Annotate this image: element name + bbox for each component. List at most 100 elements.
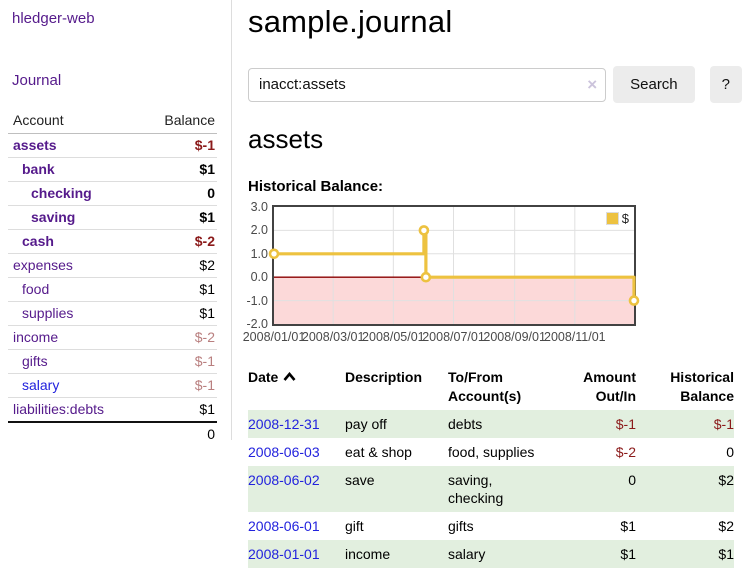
account-balance: $2 xyxy=(139,253,217,278)
transaction-accounts: debts xyxy=(448,416,483,432)
transaction-balance: $2 xyxy=(718,518,734,534)
accounts-total-value: 0 xyxy=(139,421,217,446)
account-balance: $1 xyxy=(139,301,217,326)
page-title: sample.journal xyxy=(248,4,453,39)
transaction-date-link[interactable]: 2008-06-01 xyxy=(248,518,320,534)
account-balance: $-1 xyxy=(139,349,217,374)
chart-canvas xyxy=(268,207,640,324)
y-axis-tick-label: 3.0 xyxy=(250,200,268,214)
transaction-balance: $1 xyxy=(718,546,734,562)
chart-x-axis: 2008/01/01 2008/03/01 2008/05/01 2008/07/01… xyxy=(243,330,634,345)
transaction-balance: $-1 xyxy=(713,416,734,432)
account-balance: $-2 xyxy=(139,325,217,350)
y-axis-tick-label: -2.0 xyxy=(246,317,268,331)
sidebar: hledger-web Journal Account Balance asse… xyxy=(0,0,232,446)
chart-y-axis: 3.0 2.0 1.0 0.0 -1.0 -2.0 xyxy=(244,200,272,331)
account-row: salary $-1 xyxy=(8,373,217,398)
x-axis-tick-label: 2008/03/01 xyxy=(301,330,365,344)
register-table: Date Description To/From Account(s) Amou… xyxy=(248,366,734,568)
chart-plot-area: $ xyxy=(268,205,640,326)
transaction-row: 2008-01-01 income salary $1 $1 xyxy=(248,540,734,568)
transaction-date-link[interactable]: 2008-12-31 xyxy=(248,416,320,432)
account-row: food $1 xyxy=(8,277,217,302)
transaction-amount: $-1 xyxy=(615,416,636,432)
y-axis-tick-label: 1.0 xyxy=(250,246,268,261)
clear-search-icon[interactable]: × xyxy=(587,74,598,94)
chart-section-label: Historical Balance: xyxy=(248,178,384,195)
transaction-row: 2008-12-31 pay off debts $-1 $-1 xyxy=(248,410,734,438)
account-row: assets $-1 xyxy=(8,133,217,158)
account-balance: 0 xyxy=(139,181,217,206)
accounts-total-row: 0 xyxy=(8,421,217,446)
account-link-bank[interactable]: bank xyxy=(22,161,55,177)
help-button[interactable]: ? xyxy=(709,66,742,103)
account-row: income $-2 xyxy=(8,325,217,350)
account-row: bank $1 xyxy=(8,157,217,182)
transaction-amount: 0 xyxy=(628,472,636,488)
y-axis-tick-label: -1.0 xyxy=(246,293,268,308)
account-balance: $1 xyxy=(139,397,217,423)
transaction-balance: $2 xyxy=(718,472,734,488)
chart-legend: $ xyxy=(603,210,631,227)
account-balance: $1 xyxy=(139,157,217,182)
x-axis-tick-label: 2008/05/01 xyxy=(362,330,425,344)
transaction-amount: $1 xyxy=(620,546,636,562)
legend-label: $ xyxy=(621,211,629,226)
y-axis-tick-label: 0.0 xyxy=(250,270,268,285)
x-axis-tick-label: 2008/07/01 xyxy=(422,330,485,344)
transaction-accounts: salary xyxy=(448,546,486,562)
search-button[interactable]: Search xyxy=(613,66,695,103)
transaction-date-link[interactable]: 2008-06-02 xyxy=(248,472,320,488)
transaction-date-link[interactable]: 2008-06-03 xyxy=(248,444,320,460)
account-link-assets[interactable]: assets xyxy=(13,137,57,153)
search-form: × Search ? xyxy=(248,66,742,103)
transaction-amount: $1 xyxy=(620,518,636,534)
account-link-supplies[interactable]: supplies xyxy=(22,305,74,321)
app-brand-link[interactable]: hledger-web xyxy=(12,10,95,27)
main-content: sample.journal × Search ? assets Histori… xyxy=(243,0,742,568)
amount-column-header: Amount Out/In xyxy=(583,369,636,404)
balance-column-header: Balance xyxy=(139,108,217,134)
account-link-gifts[interactable]: gifts xyxy=(22,353,48,369)
search-input[interactable] xyxy=(248,67,607,102)
account-link-salary[interactable]: salary xyxy=(22,377,60,393)
transaction-row: 2008-06-03 eat & shop food, supplies $-2… xyxy=(248,438,734,466)
account-link-checking[interactable]: checking xyxy=(31,185,92,201)
transaction-amount: $-2 xyxy=(615,444,636,460)
transaction-accounts: food, supplies xyxy=(448,444,535,460)
account-row: cash $-2 xyxy=(8,229,217,254)
register-header-row: Date Description To/From Account(s) Amou… xyxy=(248,366,734,410)
sort-asc-icon xyxy=(283,368,296,387)
sidebar-item-journal[interactable]: Journal xyxy=(12,72,62,89)
transaction-date-link[interactable]: 2008-01-01 xyxy=(248,546,320,562)
account-link-saving[interactable]: saving xyxy=(31,209,76,225)
account-link-income[interactable]: income xyxy=(13,329,59,345)
account-row: expenses $2 xyxy=(8,253,217,278)
account-balance: $-2 xyxy=(139,229,217,254)
account-row: liabilities:debts $1 xyxy=(8,397,217,423)
account-link-expenses[interactable]: expenses xyxy=(13,257,73,273)
date-column-header[interactable]: Date xyxy=(248,366,345,410)
x-axis-tick-label: 2008/09/01 xyxy=(483,330,546,344)
y-axis-tick-label: 2.0 xyxy=(250,223,268,238)
historical-balance-chart: 3.0 2.0 1.0 0.0 -1.0 -2.0 $ 2008/01/01 2008/03… xyxy=(243,200,742,345)
transaction-description: gift xyxy=(345,518,364,534)
description-column-header: Description xyxy=(345,369,423,385)
transaction-row: 2008-06-02 save saving, checking 0 $2 xyxy=(248,466,734,512)
x-axis-tick-label: 2008/01/01 xyxy=(242,330,306,344)
account-balance: $1 xyxy=(139,277,217,302)
transaction-description: save xyxy=(345,472,375,488)
transaction-accounts: gifts xyxy=(448,518,474,534)
account-heading: assets xyxy=(248,124,324,154)
account-balance: $-1 xyxy=(139,133,217,158)
account-link-liabilities-debts[interactable]: liabilities:debts xyxy=(13,401,105,417)
account-link-cash[interactable]: cash xyxy=(22,233,54,249)
transaction-balance: 0 xyxy=(726,444,734,460)
accounts-column-header: To/From Account(s) xyxy=(448,369,522,404)
account-row: checking 0 xyxy=(8,181,217,206)
account-balance: $1 xyxy=(139,205,217,230)
accounts-balance-table: Account Balance assets $-1 bank $1 check… xyxy=(8,108,217,446)
account-column-header: Account xyxy=(8,108,140,134)
account-link-food[interactable]: food xyxy=(22,281,50,297)
account-row: saving $1 xyxy=(8,205,217,230)
